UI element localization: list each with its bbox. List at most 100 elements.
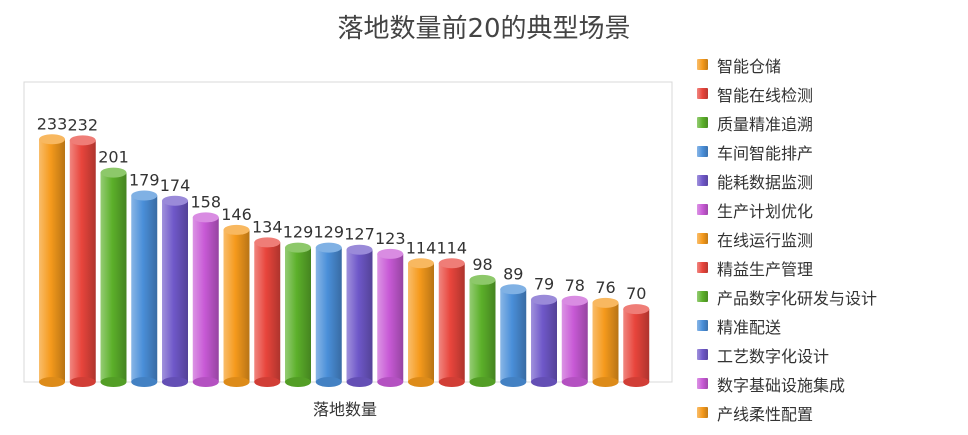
data-label-10: 129 [313,223,344,242]
bar-18 [561,300,588,382]
legend-item[interactable]: 智能在线检测 [697,79,877,108]
data-label-19: 76 [595,278,615,297]
bar-5 [162,200,188,382]
legend-item[interactable]: 质量精准追溯 [697,108,877,137]
legend-item[interactable]: 能耗数据监测 [697,166,877,195]
bar-7-cap [223,224,250,235]
legend-label: 数字基础设施集成 [717,375,846,395]
bar-10-cap [315,242,342,253]
bar-19-base [592,377,619,387]
legend-swatch [697,204,708,215]
data-label-12: 123 [375,229,406,248]
bar-10-base [315,377,342,387]
legend-label: 质量精准追溯 [717,114,814,134]
legend-swatch [697,320,708,331]
data-label-16: 89 [503,264,523,283]
bar-19 [592,302,619,382]
data-label-13: 114 [406,238,437,257]
bar-3-base [100,377,127,387]
bar-15 [469,279,496,382]
bar-1-cap [39,134,65,145]
data-label-6: 158 [190,192,221,211]
data-label-20: 70 [626,284,646,303]
legend-label: 生产计划优化 [717,201,814,221]
legend-item[interactable]: 精益生产管理 [697,253,877,282]
legend-label: 精益生产管理 [717,259,814,279]
legend-swatch [697,291,708,302]
bar-12-cap [377,248,404,259]
bar-13-cap [408,258,434,269]
bar-16 [500,289,527,382]
bar-2-cap [69,135,96,146]
bar-3 [100,172,127,382]
legend-label: 工艺数字化设计 [717,346,830,366]
bar-19-cap [592,297,619,308]
legend-item[interactable]: 精准配送 [697,311,877,340]
bar-5-base [162,377,188,387]
data-label-2: 232 [67,115,98,134]
bar-18-cap [561,295,588,306]
bar-15-cap [469,274,496,285]
bar-15-base [469,377,496,387]
bar-12 [377,253,404,382]
legend-label: 产品数字化研发与设计 [717,288,878,308]
bar-9 [285,247,311,382]
data-label-5: 174 [160,176,191,195]
legend-item[interactable]: 车间智能排产 [697,137,877,166]
data-label-8: 134 [252,217,283,236]
legend-item[interactable]: 工艺数字化设计 [697,340,877,369]
legend-swatch [697,349,708,360]
data-label-1: 233 [37,114,68,133]
bar-12-base [377,377,404,387]
bar-4-base [131,377,158,387]
legend-label: 产线柔性配置 [717,404,814,424]
legend-label: 车间智能排产 [717,143,814,163]
legend-item[interactable]: 智能仓储 [697,50,877,79]
legend-label: 精准配送 [717,317,782,337]
bar-2 [69,140,96,382]
legend-label: 智能仓储 [717,56,782,76]
legend-item[interactable]: 数字基础设施集成 [697,369,877,398]
bar-17 [531,299,557,382]
legend-label: 在线运行监测 [717,230,814,250]
bar-17-cap [531,294,557,305]
bar-5-cap [162,195,188,206]
bar-9-base [285,377,311,387]
legend-label: 能耗数据监测 [717,172,814,192]
bar-6-base [192,377,219,387]
bar-7 [223,229,250,382]
bar-14-cap [438,258,465,269]
legend-swatch [697,175,708,186]
bar-8-base [254,377,281,387]
bar-11-cap [346,244,373,255]
bar-10 [315,247,342,382]
legend-item[interactable]: 产品数字化研发与设计 [697,282,877,311]
bar-16-cap [500,284,527,295]
bar-6 [192,217,219,382]
legend-swatch [697,233,708,244]
data-label-15: 98 [472,255,492,274]
legend-swatch [697,378,708,389]
legend-swatch [697,117,708,128]
data-label-14: 114 [436,238,467,257]
bar-20-cap [623,304,650,315]
data-label-4: 179 [129,171,160,190]
bar-11-base [346,377,373,387]
legend-item[interactable]: 生产计划优化 [697,195,877,224]
legend-swatch [697,407,708,418]
bar-13-base [408,377,434,387]
legend-swatch [697,88,708,99]
bar-4 [131,195,158,382]
bar-14 [438,263,465,382]
bar-1 [39,139,65,382]
legend-swatch [697,146,708,157]
bar-13 [408,263,434,382]
data-label-7: 146 [221,205,252,224]
bar-7-base [223,377,250,387]
bar-16-base [500,377,527,387]
data-label-9: 129 [283,223,314,242]
legend-item[interactable]: 在线运行监测 [697,224,877,253]
legend: 智能仓储智能在线检测质量精准追溯 车间智能排产 能耗数据监测 生产计划优化 在线运行监测… [697,50,877,427]
legend-item[interactable]: 产线柔性配置 [697,398,877,427]
